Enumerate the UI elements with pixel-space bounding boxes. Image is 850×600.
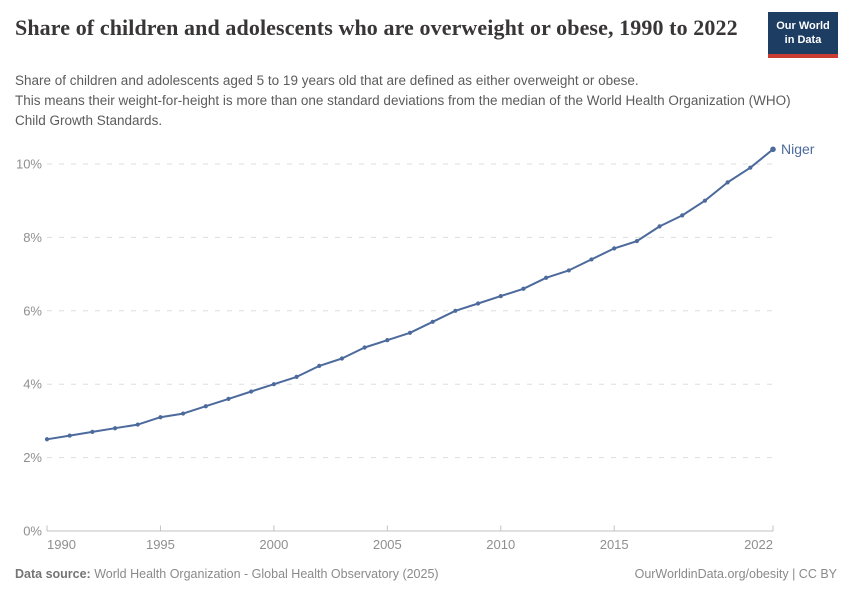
chart-footer: Data source: World Health Organization -… (15, 567, 837, 581)
data-point-marker (566, 268, 571, 273)
x-axis-tick-label: 2015 (600, 537, 629, 552)
x-axis-tick-label: 2010 (486, 537, 515, 552)
data-point-marker (67, 433, 72, 438)
data-point-marker (112, 426, 118, 431)
data-point-marker (453, 308, 458, 313)
data-point-marker (317, 363, 322, 368)
data-point-marker (158, 415, 163, 420)
y-axis-tick-label: 4% (23, 377, 42, 392)
data-point-marker (44, 437, 50, 442)
x-axis-tick-label: 2022 (744, 537, 773, 552)
subtitle-sentence-2: This means their weight-for-height is mo… (15, 93, 791, 128)
data-point-marker (226, 396, 231, 401)
data-point-marker (203, 404, 208, 409)
data-source-label: Data source: (15, 567, 91, 581)
subtitle-sentence-1: Share of children and adolescents aged 5… (15, 73, 639, 88)
y-axis-tick-label: 0% (23, 524, 42, 539)
data-point-marker (294, 374, 299, 379)
data-source-text: World Health Organization - Global Healt… (90, 567, 439, 581)
license-link[interactable]: OurWorldinData.org/obesity | CC BY (634, 567, 837, 581)
y-axis-tick-label: 6% (23, 303, 42, 318)
data-point-marker (589, 257, 594, 262)
data-point-marker (339, 356, 345, 361)
data-point-marker (249, 389, 254, 394)
data-point-marker (407, 330, 413, 335)
x-axis-tick-label: 1995 (146, 537, 175, 552)
y-axis-tick-label: 8% (23, 230, 42, 245)
data-point-marker (544, 275, 549, 280)
data-point-marker (362, 345, 367, 350)
logo-text-line2: in Data (784, 33, 822, 46)
data-point-marker (430, 319, 435, 324)
data-point-marker (498, 294, 503, 299)
data-point-marker (521, 286, 526, 291)
data-point-marker (90, 429, 95, 435)
data-point-marker (135, 422, 140, 427)
owid-logo[interactable]: Our World in Data (768, 12, 838, 58)
data-source: Data source: World Health Organization -… (15, 567, 439, 581)
chart-header: Share of children and adolescents who ar… (15, 14, 738, 43)
page-title: Share of children and adolescents who ar… (15, 15, 738, 40)
data-point-marker (680, 213, 685, 218)
data-point-marker (634, 238, 639, 244)
data-point-marker (725, 180, 730, 185)
entity-label: Niger (781, 141, 815, 157)
x-axis-tick-label: 2005 (373, 537, 402, 552)
data-point-marker (657, 224, 662, 229)
data-point-marker (612, 246, 617, 251)
x-axis-tick-label: 2000 (259, 537, 288, 552)
y-axis-tick-label: 2% (23, 450, 42, 465)
x-axis-tick-label: 1990 (47, 537, 76, 552)
y-axis-tick-label: 10% (16, 157, 42, 172)
chart-subtitle: Share of children and adolescents aged 5… (15, 71, 817, 131)
data-point-marker (748, 165, 753, 170)
data-point-marker (475, 301, 481, 306)
data-point-marker (385, 338, 390, 343)
data-point-marker (702, 198, 708, 203)
series-line (46, 148, 774, 441)
logo-text-line1: Our World (776, 20, 830, 32)
data-point-marker (271, 382, 276, 387)
data-point-marker (181, 411, 186, 416)
data-point-marker (770, 146, 776, 153)
